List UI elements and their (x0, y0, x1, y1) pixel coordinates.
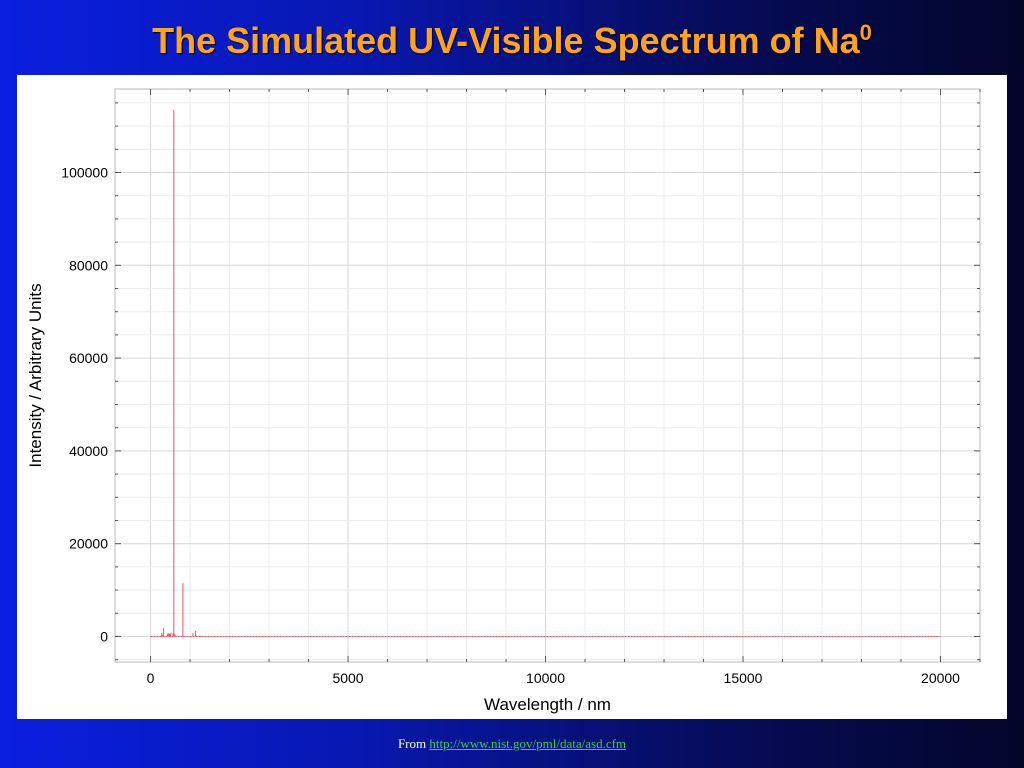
title-superscript: 0 (859, 20, 872, 45)
tick-labels: 0 5000 10000 15000 20000 0 20000 40000 60000 8000… (61, 165, 960, 686)
plot-frame (114, 88, 981, 663)
y-tick-label: 100000 (61, 165, 108, 181)
x-tick-label: 10000 (526, 670, 565, 686)
axis-ticks (115, 89, 981, 662)
y-tick-label: 0 (100, 628, 108, 644)
source-footer: From http://www.nist.gov/pml/data/asd.cf… (0, 736, 1024, 752)
x-tick-label: 5000 (332, 670, 363, 686)
y-tick-label: 20000 (69, 536, 108, 552)
x-tick-label: 15000 (724, 670, 763, 686)
title-text: The Simulated UV-Visible Spectrum of Na (152, 20, 860, 61)
source-link[interactable]: http://www.nist.gov/pml/data/asd.cfm (429, 736, 627, 751)
x-axis-label: Wavelength / nm (484, 695, 611, 714)
x-tick-label: 20000 (921, 670, 960, 686)
slide-title: The Simulated UV-Visible Spectrum of Na0 (0, 18, 1024, 64)
footer-prefix: From (397, 736, 430, 751)
x-tick-label: 0 (147, 670, 155, 686)
y-axis-label: Intensity / Arbitrary Units (26, 283, 45, 467)
chart-panel: 0 5000 10000 15000 20000 0 20000 40000 60000 8000… (17, 75, 1007, 719)
y-tick-label: 40000 (69, 443, 108, 459)
y-tick-label: 80000 (69, 257, 108, 273)
spectrum-chart: 0 5000 10000 15000 20000 0 20000 40000 60000 8000… (26, 88, 981, 714)
y-tick-label: 60000 (69, 350, 108, 366)
chart-grid (115, 89, 981, 662)
spectrum-lines (150, 109, 941, 637)
